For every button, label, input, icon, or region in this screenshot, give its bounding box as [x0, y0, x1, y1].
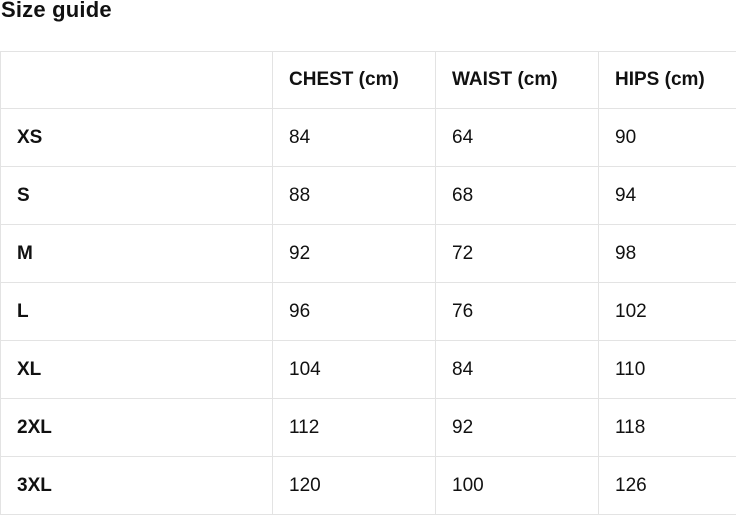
size-label-cell: XL — [0, 340, 273, 399]
chest-value-cell: 104 — [272, 340, 436, 399]
hips-value-cell: 102 — [598, 282, 736, 341]
chest-value-cell: 92 — [272, 224, 436, 283]
size-label-cell: M — [0, 224, 273, 283]
chest-value-cell: 120 — [272, 456, 436, 515]
waist-value-cell: 64 — [435, 108, 599, 167]
waist-value-cell: 100 — [435, 456, 599, 515]
column-header-size — [0, 51, 273, 109]
size-label-cell: L — [0, 282, 273, 341]
hips-value-cell: 110 — [598, 340, 736, 399]
hips-value-cell: 118 — [598, 398, 736, 457]
hips-value-cell: 98 — [598, 224, 736, 283]
page-title: Size guide — [1, 0, 112, 22]
size-label-cell: 2XL — [0, 398, 273, 457]
table-row: 2XL 112 92 118 — [0, 398, 736, 457]
chest-value-cell: 96 — [272, 282, 436, 341]
column-header-chest: CHEST (cm) — [272, 51, 436, 109]
size-label-cell: 3XL — [0, 456, 273, 515]
waist-value-cell: 72 — [435, 224, 599, 283]
size-label-cell: XS — [0, 108, 273, 167]
column-header-hips: HIPS (cm) — [598, 51, 736, 109]
size-guide-table: CHEST (cm) WAIST (cm) HIPS (cm) XS 84 64… — [0, 51, 736, 515]
chest-value-cell: 84 — [272, 108, 436, 167]
waist-value-cell: 92 — [435, 398, 599, 457]
table-row: L 96 76 102 — [0, 282, 736, 341]
column-header-waist: WAIST (cm) — [435, 51, 599, 109]
size-label-cell: S — [0, 166, 273, 225]
waist-value-cell: 76 — [435, 282, 599, 341]
hips-value-cell: 94 — [598, 166, 736, 225]
hips-value-cell: 126 — [598, 456, 736, 515]
table-row: XS 84 64 90 — [0, 108, 736, 167]
waist-value-cell: 68 — [435, 166, 599, 225]
chest-value-cell: 88 — [272, 166, 436, 225]
table-row: M 92 72 98 — [0, 224, 736, 283]
table-row: S 88 68 94 — [0, 166, 736, 225]
table-row: XL 104 84 110 — [0, 340, 736, 399]
table-row: 3XL 120 100 126 — [0, 456, 736, 515]
chest-value-cell: 112 — [272, 398, 436, 457]
header-row: CHEST (cm) WAIST (cm) HIPS (cm) — [0, 51, 736, 109]
waist-value-cell: 84 — [435, 340, 599, 399]
hips-value-cell: 90 — [598, 108, 736, 167]
